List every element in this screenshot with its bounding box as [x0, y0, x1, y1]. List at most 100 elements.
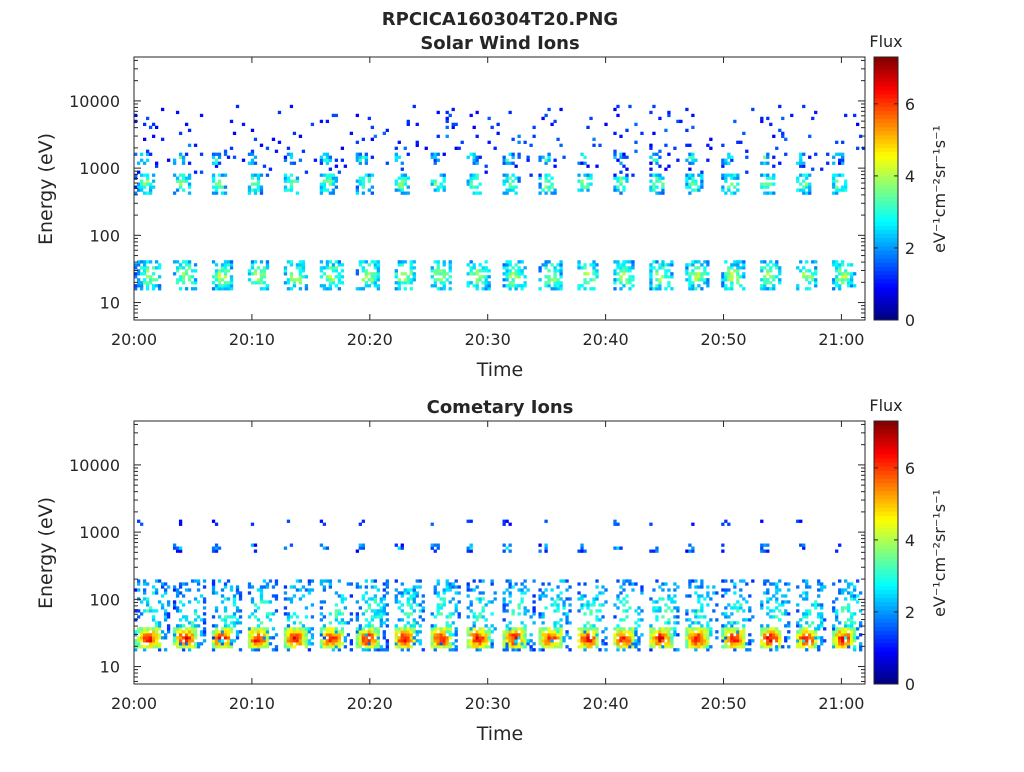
flux-cell: [766, 591, 770, 595]
flux-cell: [298, 579, 303, 583]
flux-cell: [484, 170, 488, 174]
flux-cell: [625, 176, 629, 180]
flux-cell: [172, 158, 177, 162]
flux-cell: [769, 275, 773, 279]
flux-cell: [847, 281, 851, 285]
flux-cell: [736, 630, 740, 634]
flux-cell: [538, 594, 542, 598]
flux-cell: [631, 275, 635, 279]
flux-cell: [256, 627, 261, 631]
flux-cell: [472, 158, 476, 162]
flux-cell: [448, 287, 452, 291]
flux-cell: [835, 615, 839, 619]
flux-cell: [331, 113, 336, 118]
flux-cell: [697, 645, 701, 649]
flux-cell: [442, 263, 446, 267]
flux-cell: [322, 615, 327, 619]
flux-cell: [448, 588, 452, 592]
flux-cell: [838, 627, 842, 631]
flux-cell: [814, 152, 818, 156]
flux-cell: [346, 621, 351, 625]
flux-cell: [469, 272, 473, 276]
flux-cell: [301, 639, 306, 643]
flux-cell: [137, 182, 141, 186]
flux-cell: [661, 588, 665, 592]
flux-cell: [139, 179, 144, 183]
flux-cell: [283, 266, 288, 270]
flux-cell: [478, 591, 482, 595]
flux-cell: [367, 645, 371, 649]
flux-cell: [544, 260, 548, 264]
flux-cell: [673, 600, 677, 604]
flux-cell: [148, 633, 153, 637]
flux-cell: [193, 627, 198, 631]
flux-cell: [400, 603, 404, 607]
flux-cell: [433, 278, 437, 282]
flux-cell: [547, 158, 551, 162]
flux-cell: [466, 606, 470, 610]
flux-cell: [337, 278, 342, 282]
flux-cell: [397, 627, 401, 631]
colorbar-swatch: [874, 172, 898, 177]
flux-cell: [805, 191, 809, 195]
flux-cell: [631, 633, 635, 637]
flux-cell: [517, 266, 521, 270]
flux-cell: [361, 546, 365, 550]
flux-cell: [595, 636, 599, 640]
flux-cell: [415, 140, 419, 144]
flux-cell: [559, 630, 563, 634]
flux-cell: [814, 630, 818, 634]
flux-cell: [274, 609, 279, 613]
flux-cell: [631, 260, 635, 264]
flux-cell: [802, 104, 806, 109]
flux-cell: [685, 633, 689, 637]
flux-cell: [760, 546, 764, 550]
flux-cell: [409, 636, 413, 640]
flux-cell: [487, 630, 491, 634]
flux-cell: [220, 269, 225, 273]
flux-cell: [688, 191, 692, 195]
flux-cell: [577, 591, 581, 595]
flux-cell: [134, 630, 138, 634]
flux-cell: [766, 636, 770, 640]
flux-cell: [178, 266, 183, 270]
flux-cell: [406, 612, 410, 616]
flux-cell: [250, 522, 255, 526]
flux-cell: [520, 591, 524, 595]
flux-cell: [373, 278, 377, 282]
flux-cell: [505, 609, 509, 613]
flux-cell: [469, 152, 473, 156]
flux-cell: [328, 266, 333, 270]
flux-cell: [511, 585, 515, 589]
flux-cell: [250, 260, 255, 264]
flux-cell: [220, 263, 225, 267]
flux-cell: [625, 173, 629, 177]
flux-cell: [433, 588, 437, 592]
flux-cell: [298, 134, 303, 138]
flux-cell: [778, 128, 782, 133]
flux-cell: [559, 263, 563, 267]
flux-cell: [505, 191, 509, 195]
flux-cell: [493, 597, 497, 601]
flux-cell: [601, 603, 605, 607]
flux-cell: [415, 579, 419, 583]
flux-cell: [520, 287, 524, 291]
flux-cell: [664, 633, 668, 637]
flux-cell: [190, 630, 195, 634]
flux-cell: [628, 606, 632, 610]
flux-cell: [271, 636, 276, 640]
flux-cell: [319, 260, 324, 264]
flux-cell: [736, 182, 740, 186]
flux-cell: [613, 107, 617, 112]
flux-cell: [331, 173, 336, 177]
flux-cell: [823, 639, 827, 643]
flux-cell: [472, 612, 476, 616]
flux-cell: [694, 645, 698, 649]
flux-cell: [379, 624, 383, 628]
flux-cell: [721, 176, 725, 180]
flux-cell: [655, 639, 659, 643]
flux-cell: [430, 275, 434, 279]
flux-cell: [595, 269, 599, 273]
flux-cell: [739, 588, 743, 592]
flux-cell: [214, 278, 219, 282]
